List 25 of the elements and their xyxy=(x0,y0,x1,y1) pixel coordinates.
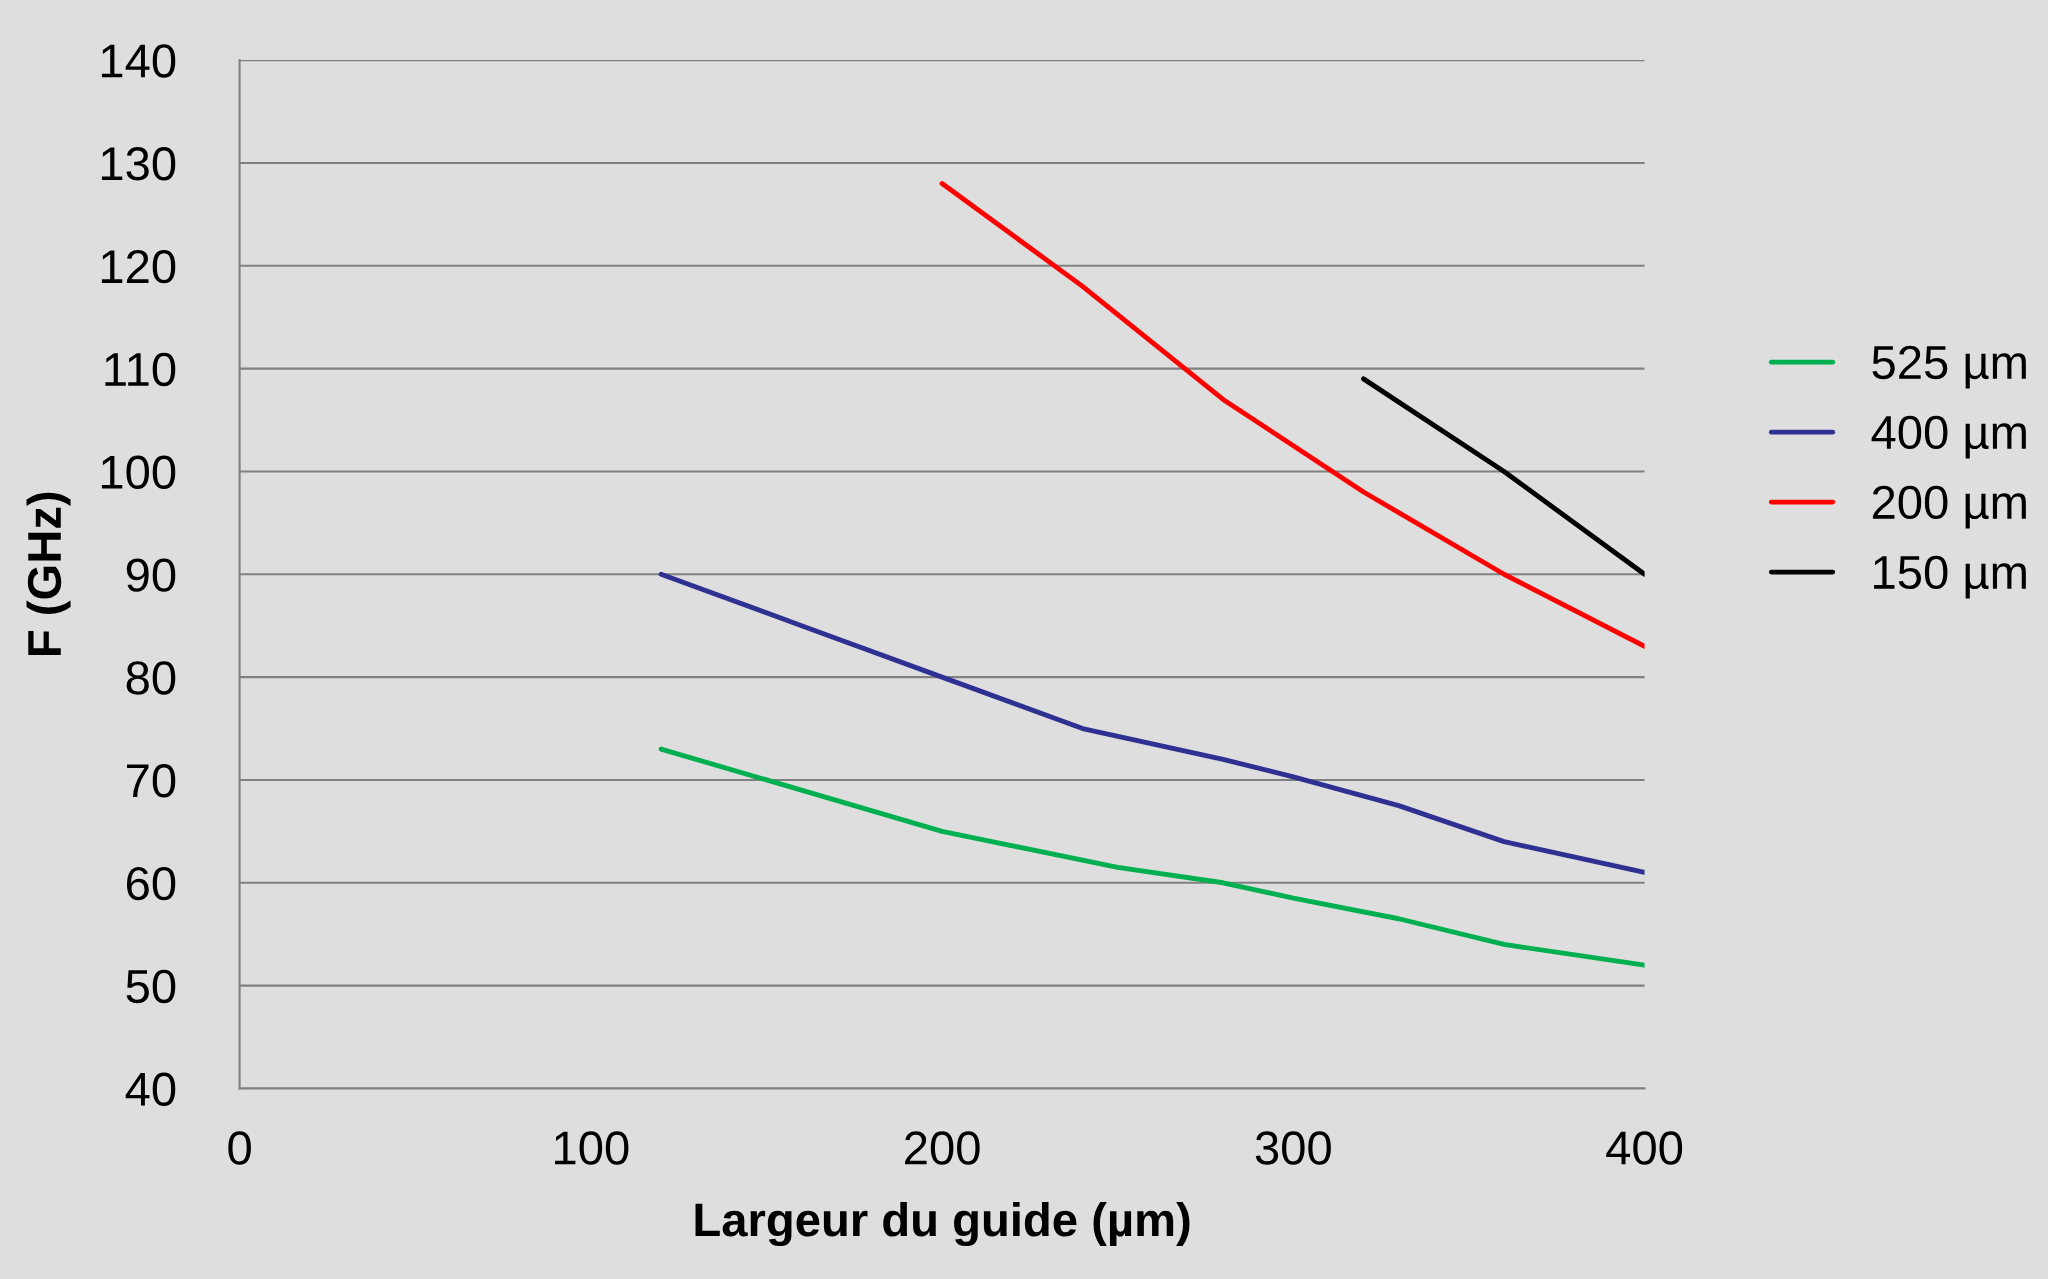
y-tick-label: 140 xyxy=(101,44,176,78)
line-series xyxy=(658,746,1645,968)
x-tick-label: 400 xyxy=(1606,1131,1683,1165)
y-tick-label: 80 xyxy=(126,661,176,695)
x-tick-label: 300 xyxy=(1255,1131,1331,1165)
legend-label: 400 µm xyxy=(1871,415,2026,459)
x-axis-title: Largeur du guide (µm) xyxy=(695,1201,1190,1247)
legend-label: 150 µm xyxy=(1874,555,2026,599)
y-tick-label: 70 xyxy=(127,764,176,798)
y-tick-label: 120 xyxy=(101,249,176,284)
y-tick-label: 60 xyxy=(126,866,176,901)
line-series xyxy=(939,181,1645,649)
y-tick-label: 40 xyxy=(125,1072,176,1106)
y-tick-label: 130 xyxy=(101,147,176,181)
x-tick-label: 200 xyxy=(905,1131,980,1165)
y-tick-label: 100 xyxy=(101,455,176,490)
y-axis-title: F (GHz) xyxy=(26,492,71,656)
legend-label: 200 µm xyxy=(1872,485,2026,529)
line-series xyxy=(658,571,1645,875)
x-tick-label: 0 xyxy=(228,1131,251,1165)
legend-label: 525 µm xyxy=(1872,345,2026,389)
y-tick-label: 110 xyxy=(105,352,176,387)
y-tick-label: 90 xyxy=(126,558,176,592)
y-tick-label: 50 xyxy=(126,969,176,1004)
x-tick-label: 100 xyxy=(555,1131,629,1165)
